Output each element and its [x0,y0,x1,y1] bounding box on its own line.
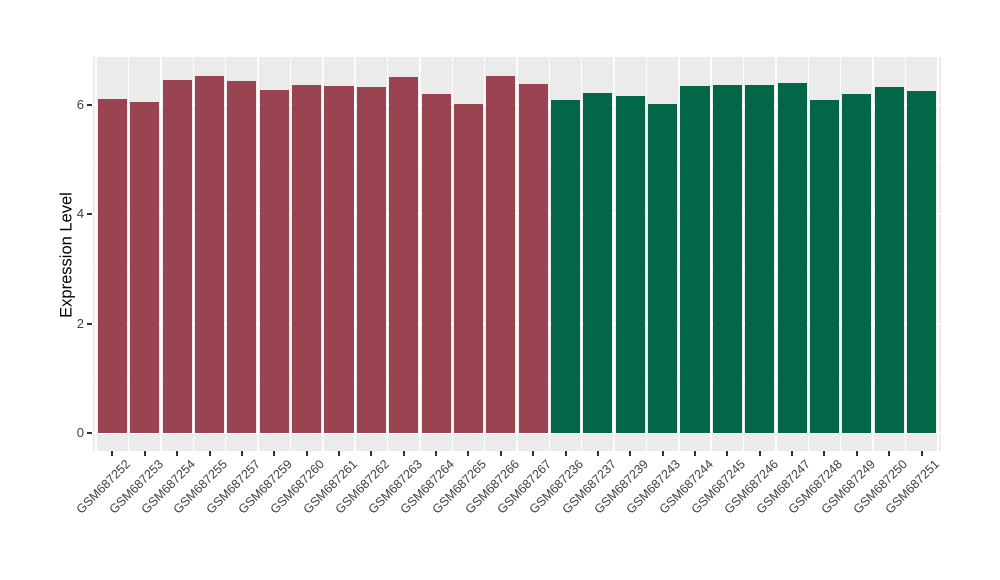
x-tick-mark [758,451,761,456]
bar-GSM687246 [745,84,775,433]
bar-GSM687253 [130,101,160,433]
gridline-vertical [127,57,130,451]
gridline-vertical [937,57,939,451]
x-tick-mark [888,451,891,456]
x-tick-mark [532,451,535,456]
bar-GSM687262 [356,86,386,433]
gridline-vertical [678,57,680,451]
x-tick-mark [726,451,729,456]
x-tick-mark [273,451,276,456]
gridline-vertical [710,57,712,451]
x-tick-mark [499,451,502,456]
gridline-vertical [322,57,324,451]
x-tick-mark [337,451,340,456]
gridline-vertical [386,57,389,451]
gridline-vertical [872,57,874,451]
y-tick-label: 0 [76,425,84,440]
x-tick-mark [176,451,179,456]
gridline-vertical [516,57,518,451]
x-tick-mark [791,451,794,456]
x-tick-mark [596,451,599,456]
y-tick-label: 2 [76,315,84,331]
x-tick-mark [111,451,114,456]
x-tick-mark [208,451,211,456]
bar-GSM687248 [809,100,840,433]
x-tick-mark [370,451,373,456]
gridline-vertical [775,57,777,451]
bar-GSM687267 [518,84,548,433]
gridline-vertical [904,57,907,451]
y-tick-mark [87,322,92,325]
gridline-vertical [483,57,486,451]
plot-panel [93,57,941,451]
gridline-vertical [257,57,259,451]
x-tick-mark [305,451,308,456]
bar-GSM687251 [907,91,937,433]
bar-GSM687266 [486,76,516,433]
gridline-vertical [192,57,195,451]
gridline-vertical [613,57,615,451]
gridline-vertical [742,57,745,451]
x-tick-mark [143,451,146,456]
gridline-vertical [224,57,227,451]
x-tick-mark [855,451,858,456]
bar-GSM687264 [421,93,451,433]
bar-GSM687244 [680,86,710,433]
gridline-vertical [451,57,454,451]
gridline-vertical [354,57,356,451]
gridline-vertical [289,57,292,451]
bar-GSM687236 [550,99,581,433]
bar-GSM687250 [874,87,904,433]
y-tick-label: 6 [76,96,84,112]
bar-GSM687252 [97,99,127,433]
bar-GSM687254 [162,80,192,433]
gridline-vertical [580,57,583,451]
y-tick-label: 4 [76,206,84,222]
y-tick-mark [87,213,92,216]
bar-GSM687257 [227,81,257,433]
bar-GSM687259 [259,90,289,433]
bar-GSM687265 [453,104,483,433]
x-tick-mark [564,451,567,456]
x-tick-mark [240,451,243,456]
x-tick-mark [402,451,405,456]
gridline-vertical [95,57,97,451]
bar-GSM687255 [194,76,225,433]
x-tick-mark [823,451,826,456]
bar-GSM687237 [583,93,613,433]
bar-GSM687245 [712,84,742,433]
gridline-vertical [548,57,551,451]
x-tick-mark [467,451,470,456]
bar-GSM687243 [648,104,678,433]
bar-GSM687249 [842,94,872,433]
y-tick-mark [87,103,92,106]
bar-GSM687239 [615,95,645,433]
gridline-vertical [160,57,162,451]
bar-GSM687261 [324,86,354,433]
x-tick-mark [694,451,696,456]
y-tick-mark [87,432,92,434]
bar-GSM687263 [389,77,419,433]
x-tick-mark [920,451,923,456]
x-tick-mark [435,451,438,456]
gridline-vertical [419,57,421,451]
gridline-vertical [839,57,842,451]
x-tick-mark [629,451,632,456]
gridline-vertical [645,57,648,451]
bar-GSM687260 [292,85,322,433]
x-tick-mark [661,451,664,456]
bar-GSM687247 [777,82,807,433]
gridline-vertical [807,57,810,451]
